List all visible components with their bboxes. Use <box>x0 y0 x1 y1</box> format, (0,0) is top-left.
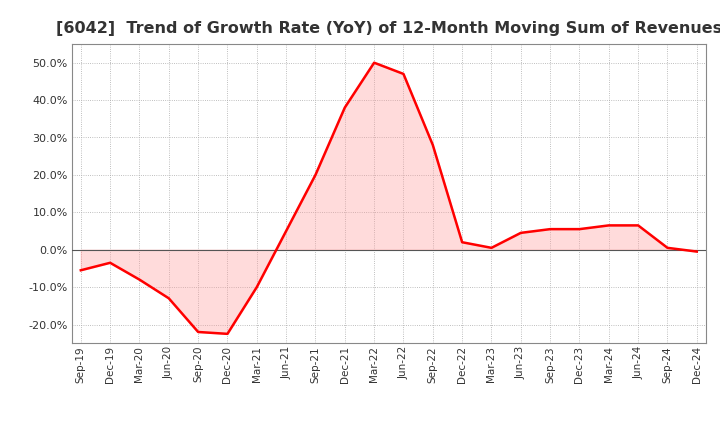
Title: [6042]  Trend of Growth Rate (YoY) of 12-Month Moving Sum of Revenues: [6042] Trend of Growth Rate (YoY) of 12-… <box>55 21 720 36</box>
